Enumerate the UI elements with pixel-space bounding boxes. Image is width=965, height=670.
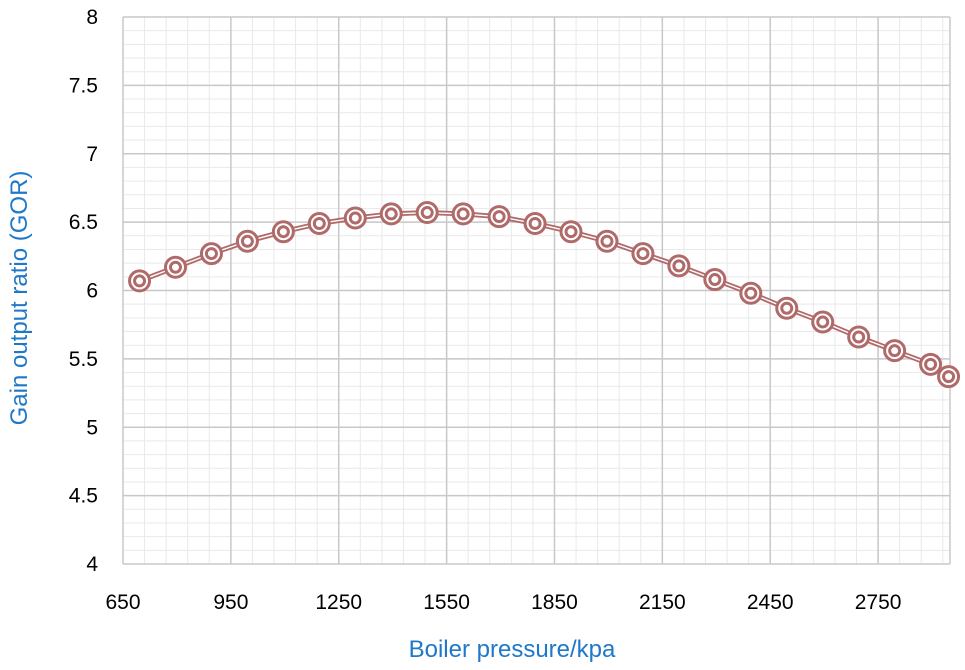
data-point bbox=[811, 310, 835, 334]
data-point bbox=[415, 201, 439, 225]
data-point bbox=[523, 211, 547, 235]
data-point-inner-ring bbox=[888, 344, 902, 358]
x-tick-label: 2150 bbox=[639, 591, 686, 614]
data-point-outer-ring bbox=[883, 339, 907, 363]
data-point bbox=[667, 254, 691, 278]
y-tick-label: 5.5 bbox=[69, 348, 98, 371]
data-point bbox=[937, 365, 961, 389]
data-point-outer-ring bbox=[739, 281, 763, 305]
data-point-inner-ring bbox=[924, 357, 938, 371]
data-point-outer-ring bbox=[811, 310, 835, 334]
data-point-outer-ring bbox=[919, 352, 943, 376]
data-point-inner-ring bbox=[672, 259, 686, 273]
data-point-inner-ring bbox=[636, 247, 650, 261]
data-point bbox=[487, 205, 511, 229]
y-axis-ticks: 4 4.5 5 5.5 6 6.5 7 7.5 8 bbox=[69, 6, 99, 576]
data-point bbox=[775, 296, 799, 320]
data-point-inner-ring bbox=[564, 225, 578, 239]
data-point bbox=[163, 255, 187, 279]
y-tick-label: 4.5 bbox=[69, 485, 98, 508]
data-point-outer-ring bbox=[487, 205, 511, 229]
data-point-outer-ring bbox=[559, 220, 583, 244]
data-point-outer-ring bbox=[163, 255, 187, 279]
x-tick-label: 650 bbox=[105, 591, 140, 614]
data-point-inner-ring bbox=[204, 247, 218, 261]
x-tick-label: 1550 bbox=[423, 591, 470, 614]
y-tick-label: 6.5 bbox=[69, 211, 98, 234]
data-point bbox=[847, 325, 871, 349]
x-axis-title: Boiler pressure/kpa bbox=[409, 636, 616, 663]
data-point bbox=[739, 281, 763, 305]
data-point-outer-ring bbox=[379, 202, 403, 226]
data-point-outer-ring bbox=[451, 202, 475, 226]
y-tick-label: 8 bbox=[86, 6, 98, 29]
major-gridlines bbox=[122, 16, 951, 565]
data-point-outer-ring bbox=[631, 242, 655, 266]
data-point bbox=[919, 352, 943, 376]
y-tick-label: 6 bbox=[86, 280, 98, 303]
data-point-inner-ring bbox=[492, 210, 506, 224]
data-point-inner-ring bbox=[744, 286, 758, 300]
data-point-outer-ring bbox=[271, 220, 295, 244]
data-point-inner-ring bbox=[780, 301, 794, 315]
data-point-outer-ring bbox=[775, 296, 799, 320]
data-point-outer-ring bbox=[667, 254, 691, 278]
series-line-highlight bbox=[139, 211, 949, 378]
data-point bbox=[128, 269, 152, 293]
y-tick-label: 5 bbox=[86, 416, 98, 439]
data-point bbox=[379, 202, 403, 226]
data-point-inner-ring bbox=[133, 274, 147, 288]
data-point-outer-ring bbox=[307, 211, 331, 235]
data-point-outer-ring bbox=[199, 242, 223, 266]
data-point-inner-ring bbox=[348, 211, 362, 225]
data-point-inner-ring bbox=[420, 206, 434, 220]
data-point bbox=[631, 242, 655, 266]
y-tick-label: 4 bbox=[86, 553, 98, 576]
x-tick-label: 950 bbox=[213, 591, 248, 614]
x-tick-label: 1850 bbox=[531, 591, 578, 614]
data-point-outer-ring bbox=[937, 365, 961, 389]
data-point bbox=[595, 229, 619, 253]
data-point-outer-ring bbox=[128, 269, 152, 293]
data-point bbox=[451, 202, 475, 226]
data-point bbox=[343, 206, 367, 230]
x-tick-label: 2450 bbox=[747, 591, 794, 614]
data-point-inner-ring bbox=[240, 234, 254, 248]
data-point-outer-ring bbox=[343, 206, 367, 230]
data-point-outer-ring bbox=[595, 229, 619, 253]
data-point-inner-ring bbox=[942, 370, 956, 384]
data-point bbox=[883, 339, 907, 363]
data-point-outer-ring bbox=[235, 229, 259, 253]
data-point-outer-ring bbox=[415, 201, 439, 225]
data-point-outer-ring bbox=[703, 268, 727, 292]
data-point-inner-ring bbox=[312, 216, 326, 230]
data-point bbox=[271, 220, 295, 244]
data-point-inner-ring bbox=[528, 216, 542, 230]
series-gor bbox=[128, 201, 961, 389]
data-point bbox=[199, 242, 223, 266]
y-axis-title: Gain output ratio (GOR) bbox=[6, 171, 33, 426]
y-tick-label: 7.5 bbox=[69, 74, 98, 97]
data-point-inner-ring bbox=[816, 315, 830, 329]
x-tick-label: 2750 bbox=[855, 591, 902, 614]
data-point bbox=[307, 211, 331, 235]
data-point-inner-ring bbox=[708, 273, 722, 287]
data-point-inner-ring bbox=[168, 260, 182, 274]
data-point bbox=[235, 229, 259, 253]
data-point-inner-ring bbox=[276, 225, 290, 239]
data-point-inner-ring bbox=[456, 207, 470, 221]
data-point bbox=[559, 220, 583, 244]
y-tick-label: 7 bbox=[86, 143, 98, 166]
data-point-outer-ring bbox=[523, 211, 547, 235]
data-point-inner-ring bbox=[600, 234, 614, 248]
data-point bbox=[703, 268, 727, 292]
data-point-outer-ring bbox=[847, 325, 871, 349]
data-point-inner-ring bbox=[384, 207, 398, 221]
data-point-inner-ring bbox=[852, 330, 866, 344]
x-axis-ticks: 650 950 1250 1550 1850 2150 2450 2750 bbox=[105, 591, 901, 614]
x-tick-label: 1250 bbox=[315, 591, 362, 614]
